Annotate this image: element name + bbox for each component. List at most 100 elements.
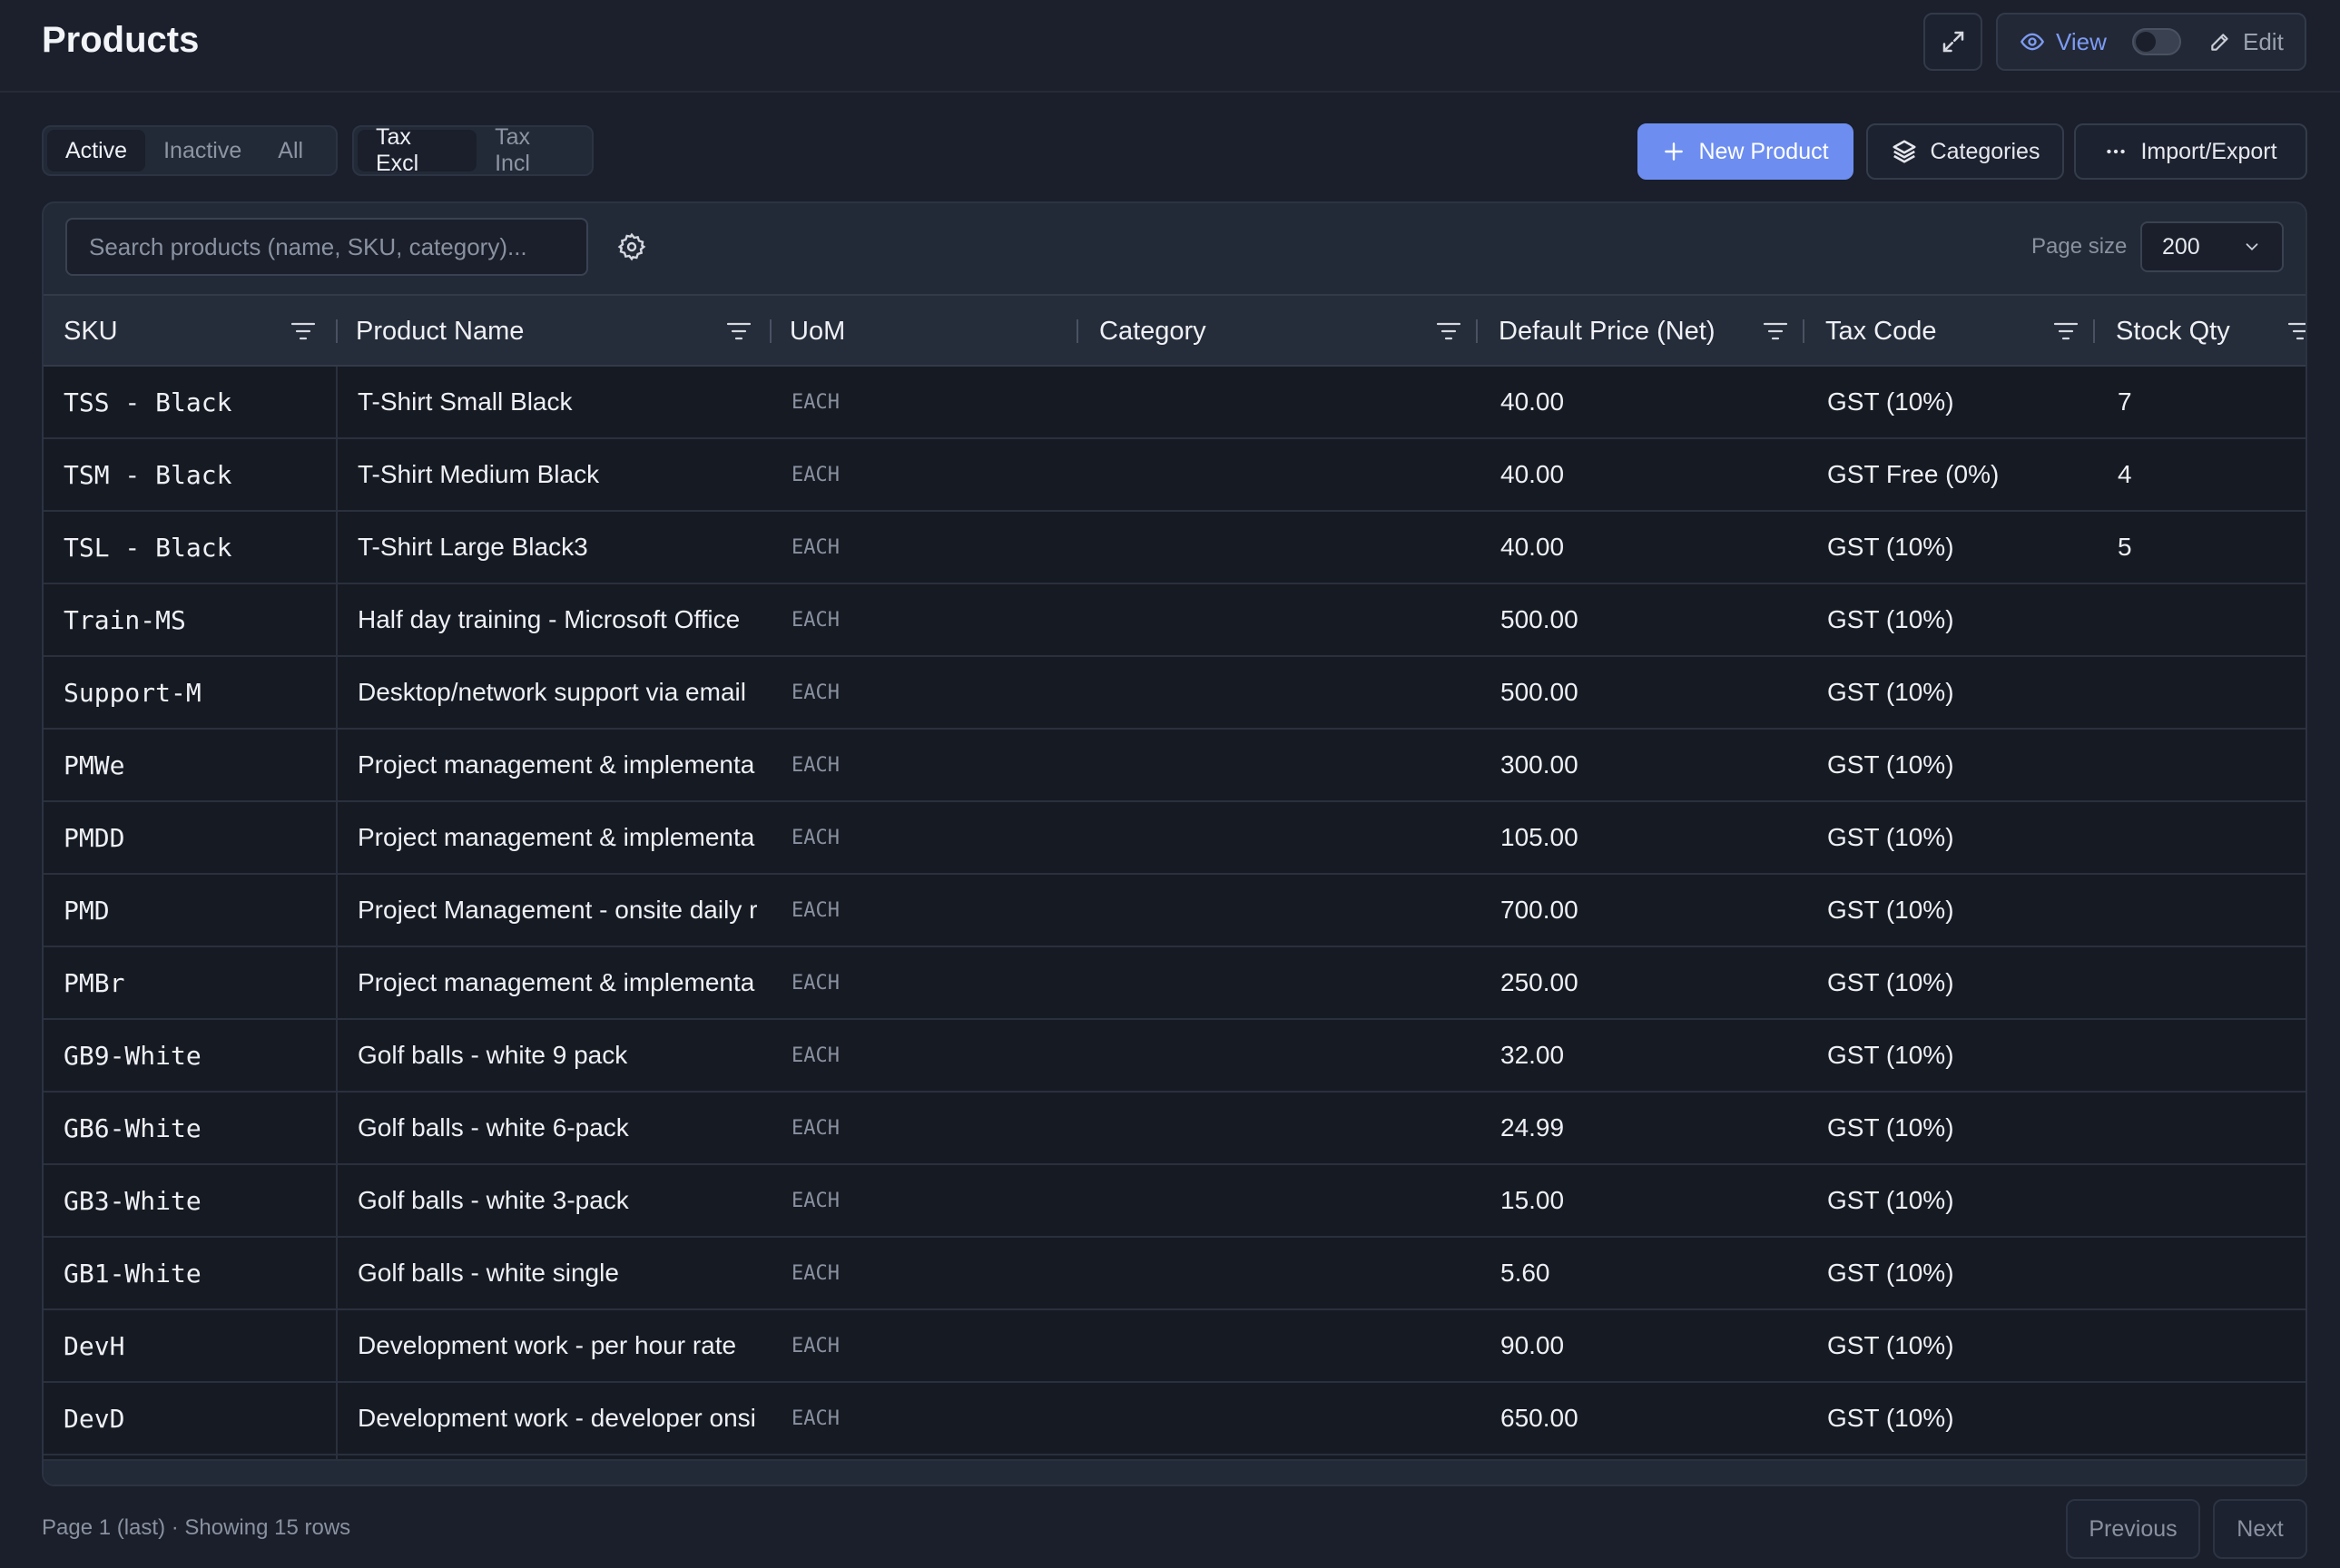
- pencil-icon: [2211, 34, 2228, 51]
- column-header-product-name[interactable]: Product Name: [356, 316, 525, 346]
- cell-stock-qty: [2118, 1238, 2299, 1308]
- column-header-uom[interactable]: UoM: [790, 316, 846, 346]
- cell-uom: EACH: [791, 1406, 840, 1430]
- cell-tax-code: GST (10%): [1827, 1331, 1954, 1359]
- table-row[interactable]: DevH Development work - per hour rate EACH…: [44, 1310, 2306, 1383]
- cell-uom: EACH: [791, 463, 840, 486]
- cell-category: [1099, 367, 1462, 437]
- gear-icon[interactable]: [617, 232, 646, 261]
- cell-stock-qty: [2118, 875, 2299, 946]
- table-row[interactable]: PMDD Project management & implementa EACH 1…: [44, 802, 2306, 875]
- column-header-tax-code[interactable]: Tax Code: [1825, 316, 1937, 346]
- cell-uom: EACH: [791, 535, 840, 559]
- cell-sku: PMWe: [64, 750, 125, 780]
- page-header: Products View Edit: [0, 0, 2340, 93]
- column-resizer[interactable]: [336, 319, 338, 343]
- table-row[interactable]: DevD Development work - developer onsi EAC…: [44, 1383, 2306, 1455]
- cell-uom: EACH: [791, 1334, 840, 1357]
- cell-default-price: 700.00: [1500, 896, 1578, 924]
- next-page-button[interactable]: Next: [2213, 1499, 2307, 1559]
- cell-category: [1099, 512, 1462, 583]
- cell-stock-qty: 4: [2118, 460, 2132, 488]
- filter-icon[interactable]: [2053, 321, 2079, 341]
- page-size-select[interactable]: 200: [2140, 221, 2284, 272]
- column-resizer[interactable]: [1077, 319, 1078, 343]
- filter-icon[interactable]: [290, 321, 316, 341]
- cell-stock-qty: 5: [2118, 533, 2132, 561]
- cell-category: [1099, 584, 1462, 655]
- status-all-tab[interactable]: All: [278, 137, 304, 163]
- cell-default-price: 650.00: [1500, 1404, 1578, 1432]
- cell-uom: EACH: [791, 898, 840, 922]
- cell-tax-code: GST (10%): [1827, 1186, 1954, 1214]
- column-header-sku[interactable]: SKU: [64, 316, 118, 346]
- column-resizer[interactable]: [1803, 319, 1804, 343]
- cell-default-price: 15.00: [1500, 1186, 1565, 1214]
- cell-product-name: Project Management - onsite daily r: [358, 896, 758, 924]
- horizontal-scrollbar[interactable]: [44, 1459, 2306, 1485]
- column-resizer[interactable]: [770, 319, 772, 343]
- table-row[interactable]: TSS - Black T-Shirt Small Black EACH 40.00 G…: [44, 367, 2306, 439]
- cell-default-price: 500.00: [1500, 605, 1578, 633]
- import-export-button[interactable]: Import/Export: [2074, 123, 2307, 180]
- filter-icon[interactable]: [2287, 321, 2307, 341]
- table-row[interactable]: GB1-White Golf balls - white single EACH 5.…: [44, 1238, 2306, 1310]
- cell-sku: Support-M: [64, 677, 202, 708]
- cell-tax-code: GST (10%): [1827, 1113, 1954, 1142]
- cell-default-price: 5.60: [1500, 1259, 1550, 1287]
- status-active-tab[interactable]: Active: [47, 130, 146, 172]
- cell-stock-qty: [2118, 1020, 2299, 1091]
- cell-product-name: Desktop/network support via email: [358, 678, 746, 706]
- filter-icon[interactable]: [1763, 321, 1788, 341]
- status-inactive-tab[interactable]: Inactive: [163, 137, 242, 163]
- cell-default-price: 40.00: [1500, 533, 1565, 561]
- expand-button[interactable]: [1923, 13, 1982, 71]
- cell-tax-code: GST (10%): [1827, 750, 1954, 779]
- table-row[interactable]: PMD Project Management - onsite daily r EA…: [44, 875, 2306, 947]
- previous-page-button[interactable]: Previous: [2066, 1499, 2200, 1559]
- import-export-label: Import/Export: [2140, 138, 2277, 164]
- cell-tax-code: GST (10%): [1827, 533, 1954, 561]
- new-product-button[interactable]: New Product: [1637, 123, 1853, 180]
- cell-product-name: T-Shirt Medium Black: [358, 460, 600, 488]
- table-row[interactable]: Support-M Desktop/network support via ema…: [44, 657, 2306, 730]
- column-header-stock-qty[interactable]: Stock Qty: [2116, 316, 2230, 346]
- cell-tax-code: GST (10%): [1827, 1041, 1954, 1069]
- column-header-default-price[interactable]: Default Price (Net): [1499, 316, 1716, 346]
- cell-tax-code: GST (10%): [1827, 968, 1954, 996]
- column-header-category[interactable]: Category: [1099, 316, 1206, 346]
- expand-icon: [1942, 31, 1963, 53]
- table-row[interactable]: TSL - Black T-Shirt Large Black3 EACH 40.00…: [44, 512, 2306, 584]
- cell-stock-qty: [2118, 730, 2299, 800]
- table-row[interactable]: GB3-White Golf balls - white 3-pack EACH 15…: [44, 1165, 2306, 1238]
- edit-mode-button[interactable]: Edit: [2208, 27, 2284, 56]
- table-row[interactable]: Train-MS Half day training - Microsoft Of…: [44, 584, 2306, 657]
- tax-excl-tab[interactable]: Tax Excl: [358, 124, 477, 176]
- table-row[interactable]: GB9-White Golf balls - white 9 pack EACH 32…: [44, 1020, 2306, 1093]
- table-row[interactable]: TSM - Black T-Shirt Medium Black EACH 40.00…: [44, 439, 2306, 512]
- view-mode-button[interactable]: View: [2020, 27, 2107, 56]
- cell-sku: PMBr: [64, 967, 125, 998]
- filter-icon[interactable]: [1436, 321, 1461, 341]
- cell-sku: PMD: [64, 895, 110, 926]
- filter-icon[interactable]: [726, 321, 752, 341]
- cell-tax-code: GST Free (0%): [1827, 460, 2000, 488]
- cell-uom: EACH: [791, 681, 840, 704]
- tax-incl-tab[interactable]: Tax Incl: [495, 124, 530, 176]
- table-row[interactable]: PMWe Project management & implementa EACH 3…: [44, 730, 2306, 802]
- new-product-label: New Product: [1698, 138, 1829, 164]
- cell-category: [1099, 1383, 1462, 1454]
- cell-default-price: 40.00: [1500, 387, 1565, 416]
- more-horizontal-icon: [2107, 149, 2126, 154]
- cell-category: [1099, 1020, 1462, 1091]
- column-resizer[interactable]: [2093, 319, 2095, 343]
- search-input[interactable]: [65, 218, 588, 276]
- mode-toggle[interactable]: [2132, 28, 2181, 55]
- chevron-down-icon: [2246, 243, 2258, 251]
- table-row[interactable]: PMBr Project management & implementa EACH 2…: [44, 947, 2306, 1020]
- table-row[interactable]: GB6-White Golf balls - white 6-pack EACH 24…: [44, 1093, 2306, 1165]
- categories-button[interactable]: Categories: [1866, 123, 2064, 180]
- cell-default-price: 500.00: [1500, 678, 1578, 706]
- column-resizer[interactable]: [1476, 319, 1478, 343]
- cell-product-name: Golf balls - white 6-pack: [358, 1113, 629, 1142]
